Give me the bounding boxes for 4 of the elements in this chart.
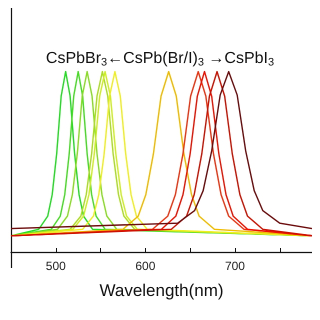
x-tick-label: 600 [135, 259, 156, 273]
x-tick-label: 500 [46, 259, 66, 273]
x-axis-title: Wavelength(nm) [99, 281, 224, 300]
x-tick-label: 700 [224, 259, 246, 273]
